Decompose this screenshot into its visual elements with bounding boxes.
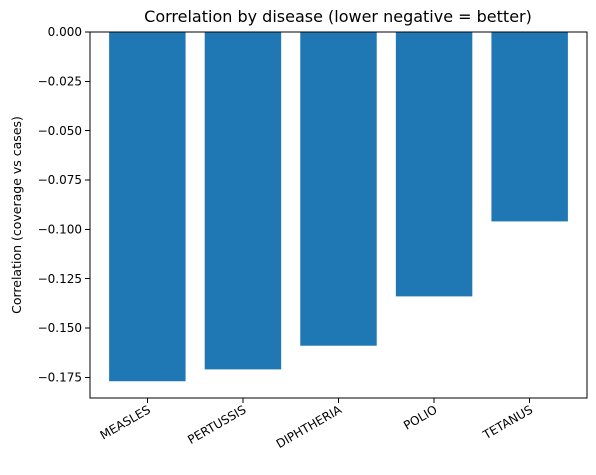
y-tick-label: −0.175 — [38, 370, 82, 384]
y-tick-label: 0.000 — [48, 25, 82, 39]
y-tick-label: −0.125 — [38, 272, 82, 286]
bar-diphtheria — [300, 32, 377, 346]
bar-polio — [395, 32, 473, 297]
x-tick-label-pertussis: PERTUSSIS — [185, 402, 248, 447]
x-tick-label-diphtheria: DIPHTHERIA — [274, 402, 345, 451]
y-tick-label: −0.150 — [38, 321, 82, 335]
chart-title: Correlation by disease (lower negative =… — [144, 7, 532, 26]
bar-measles — [109, 32, 186, 382]
x-tick-label-polio: POLIO — [401, 402, 439, 432]
x-ticks-group: MEASLES PERTUSSIS DIPHTHERIA POLIO TETANUS — [98, 398, 535, 451]
y-tick-label: −0.075 — [38, 173, 82, 187]
y-tick-label: −0.100 — [38, 223, 82, 237]
plot-frame — [89, 31, 588, 399]
bar-tetanus — [491, 32, 568, 222]
x-tick-label-tetanus: TETANUS — [480, 402, 535, 442]
x-tick-label-measles: MEASLES — [98, 402, 153, 442]
y-tick-label: −0.050 — [38, 124, 82, 138]
y-axis-label: Correlation (coverage vs cases) — [9, 116, 24, 314]
y-tick-label: −0.025 — [38, 75, 82, 89]
bars-group — [109, 32, 568, 382]
bar-pertussis — [204, 32, 282, 370]
y-ticks-group: 0.000 −0.025 −0.050 −0.075 −0.100 −0.125 −0.15… — [38, 25, 90, 384]
